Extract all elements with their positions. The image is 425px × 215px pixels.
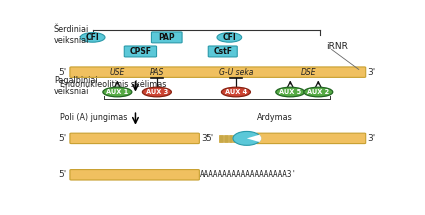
FancyBboxPatch shape <box>256 133 366 144</box>
Text: 3': 3' <box>368 134 376 143</box>
Ellipse shape <box>221 87 250 97</box>
Ellipse shape <box>80 33 105 42</box>
Text: 5': 5' <box>59 170 67 179</box>
Text: Ardymas: Ardymas <box>257 113 293 122</box>
Text: AAAAAAAAAAAAAAAAAAA3': AAAAAAAAAAAAAAAAAAA3' <box>200 170 297 179</box>
FancyBboxPatch shape <box>124 46 156 57</box>
Text: Endonukleolitinis skėlimas: Endonukleolitinis skėlimas <box>60 80 166 89</box>
Text: Pagalbiniai
veiksniai: Pagalbiniai veiksniai <box>54 76 97 96</box>
Text: AUX 3: AUX 3 <box>146 89 168 95</box>
FancyBboxPatch shape <box>208 46 237 57</box>
Wedge shape <box>233 131 261 145</box>
Text: CFI: CFI <box>222 33 236 42</box>
FancyBboxPatch shape <box>151 32 182 43</box>
Ellipse shape <box>103 87 132 97</box>
Text: USE: USE <box>110 68 125 77</box>
Text: 3': 3' <box>368 68 376 77</box>
Wedge shape <box>247 135 261 142</box>
Text: 5': 5' <box>205 134 213 143</box>
Text: AUX 4: AUX 4 <box>225 89 247 95</box>
Text: Poli (A) jungimas: Poli (A) jungimas <box>60 113 127 122</box>
Text: AUX 5: AUX 5 <box>279 89 301 95</box>
Ellipse shape <box>217 33 242 42</box>
Text: AUX 2: AUX 2 <box>307 89 329 95</box>
Text: G-U seka: G-U seka <box>219 68 253 77</box>
FancyBboxPatch shape <box>70 170 199 180</box>
FancyBboxPatch shape <box>70 133 199 144</box>
Text: 3': 3' <box>201 134 210 143</box>
Text: PAS: PAS <box>150 68 164 77</box>
Text: CstF: CstF <box>213 47 232 56</box>
Text: 5': 5' <box>59 68 67 77</box>
Text: 5': 5' <box>59 134 67 143</box>
FancyBboxPatch shape <box>70 67 366 77</box>
Text: AUX 1: AUX 1 <box>106 89 128 95</box>
Bar <box>219 135 223 142</box>
Text: CFI: CFI <box>86 33 99 42</box>
Bar <box>233 135 237 142</box>
Text: CPSF: CPSF <box>129 47 151 56</box>
Text: Šerdiniai
veiksniai: Šerdiniai veiksniai <box>54 25 89 45</box>
Bar <box>238 135 241 142</box>
Text: DSE: DSE <box>300 68 316 77</box>
Ellipse shape <box>142 87 171 97</box>
Ellipse shape <box>304 87 333 97</box>
Bar <box>229 135 232 142</box>
Ellipse shape <box>276 87 305 97</box>
Bar <box>224 135 228 142</box>
Text: iRNR: iRNR <box>326 42 348 51</box>
Text: PAP: PAP <box>159 33 175 42</box>
